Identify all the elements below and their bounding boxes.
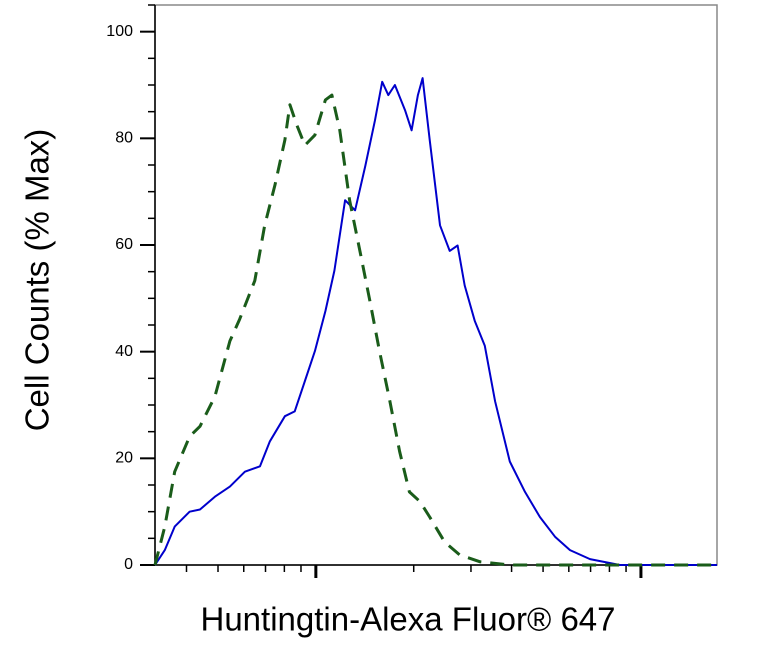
- histogram-line: [154, 77, 717, 566]
- y-tick-label: 60: [115, 236, 133, 253]
- y-axis-label: Cell Counts (% Max): [19, 129, 56, 432]
- histogram-line: [153, 93, 717, 567]
- y-tick-label: 80: [115, 130, 133, 147]
- y-tick-label: 20: [115, 450, 133, 467]
- y-tick-label: 0: [124, 556, 133, 573]
- plot-frame: [154, 4, 718, 566]
- y-tick-label: 100: [106, 23, 133, 40]
- x-axis-label: Huntingtin-Alexa Fluor® 647: [200, 601, 615, 638]
- y-tick-label: 40: [115, 343, 133, 360]
